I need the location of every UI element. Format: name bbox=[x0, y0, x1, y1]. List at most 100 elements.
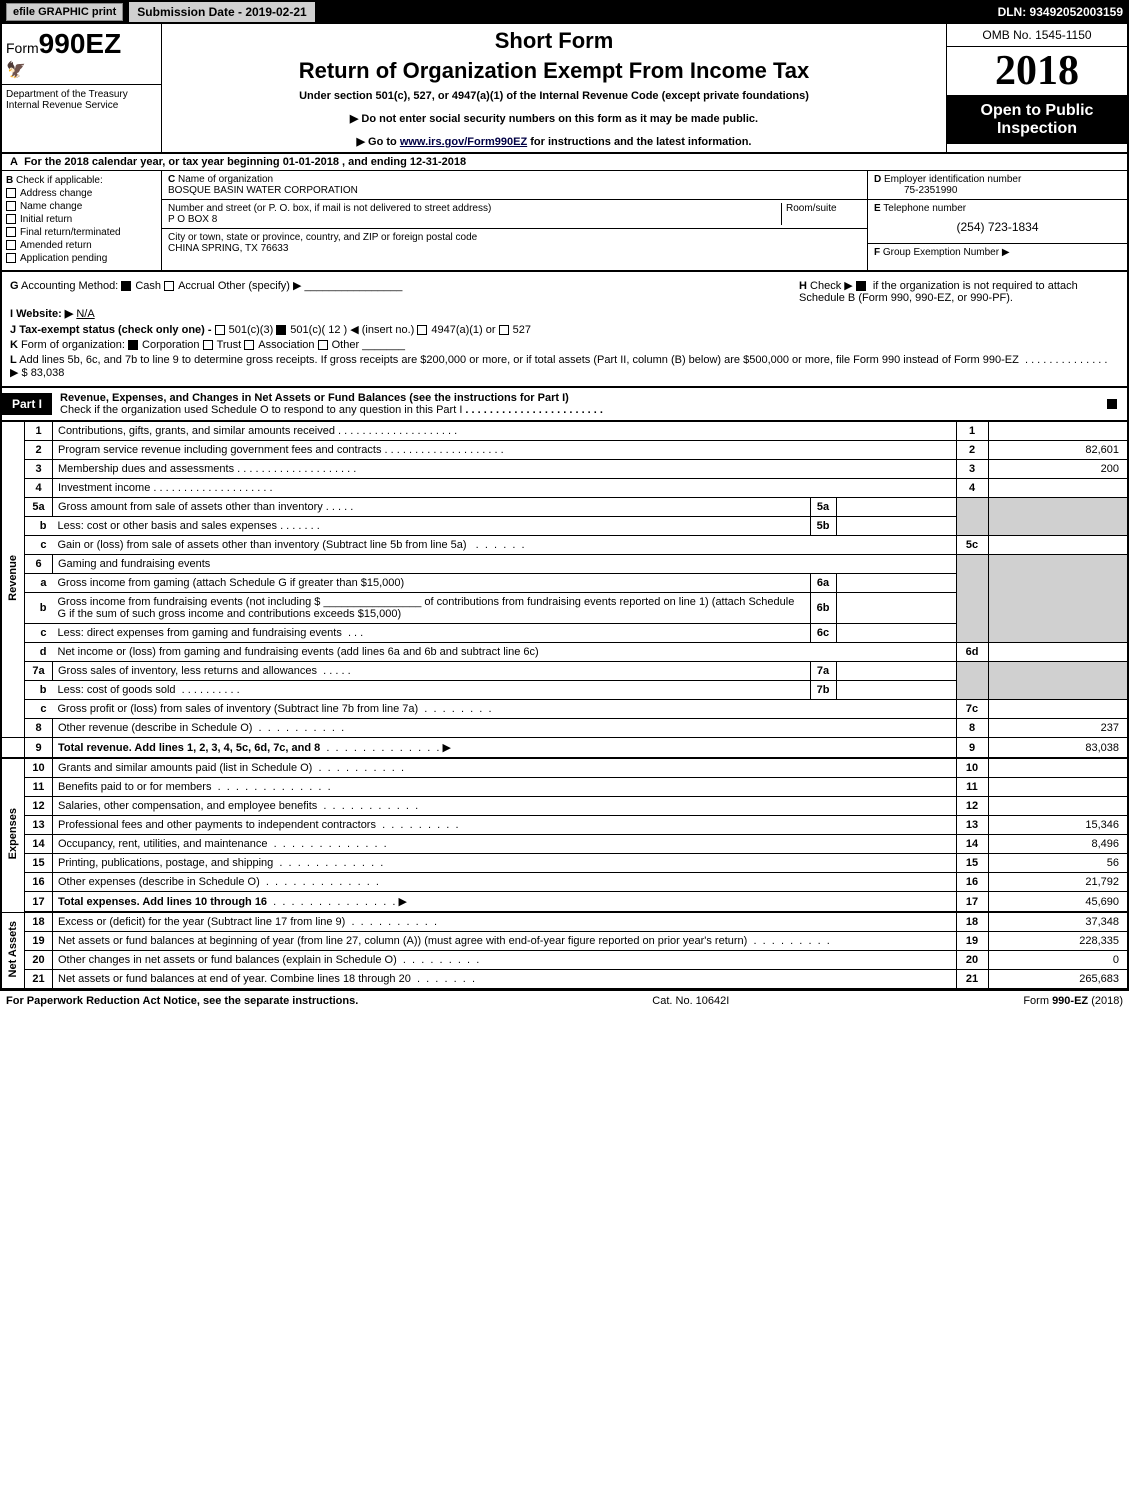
val-19: 228,335 bbox=[988, 932, 1128, 951]
val-8: 237 bbox=[988, 719, 1128, 738]
ln-7a: 7a bbox=[25, 662, 53, 681]
chk-schedule-o-part1[interactable] bbox=[1107, 399, 1117, 409]
tel-label: Telephone number bbox=[883, 203, 966, 214]
rn-20: 20 bbox=[956, 951, 988, 970]
chk-cash[interactable] bbox=[121, 281, 131, 291]
j-527: 527 bbox=[513, 324, 531, 336]
h-check-label: Check ▶ bbox=[810, 280, 853, 292]
sn-6a: 6a bbox=[810, 574, 836, 593]
side-revenue: Revenue bbox=[7, 551, 19, 605]
ln-13: 13 bbox=[25, 816, 53, 835]
chk-final[interactable] bbox=[6, 227, 16, 237]
rn-2: 2 bbox=[956, 441, 988, 460]
chk-other-org[interactable] bbox=[318, 340, 328, 350]
chk-label-initial: Initial return bbox=[20, 214, 72, 225]
label-d: D bbox=[874, 174, 881, 185]
page-footer: For Paperwork Reduction Act Notice, see … bbox=[0, 990, 1129, 1011]
efile-print-button[interactable]: efile GRAPHIC print bbox=[6, 3, 123, 21]
val-17: 45,690 bbox=[988, 892, 1128, 913]
note-instructions: ▶ Go to www.irs.gov/Form990EZ for instru… bbox=[170, 135, 938, 148]
cash-label: Cash bbox=[135, 280, 161, 292]
label-b: B bbox=[6, 175, 13, 186]
sn-6b: 6b bbox=[810, 593, 836, 624]
chk-label-amended: Amended return bbox=[20, 240, 92, 251]
k-other: Other bbox=[332, 339, 360, 351]
val-20: 0 bbox=[988, 951, 1128, 970]
desc-19: Net assets or fund balances at beginning… bbox=[58, 935, 747, 947]
desc-9: Total revenue. Add lines 1, 2, 3, 4, 5c,… bbox=[58, 742, 320, 754]
desc-13: Professional fees and other payments to … bbox=[58, 819, 376, 831]
dept-line1: Department of the Treasury bbox=[6, 89, 157, 100]
rn-4: 4 bbox=[956, 479, 988, 498]
chk-label-pending: Application pending bbox=[20, 253, 107, 264]
rn-9: 9 bbox=[956, 738, 988, 759]
desc-10: Grants and similar amounts paid (list in… bbox=[58, 762, 312, 774]
val-3: 200 bbox=[988, 460, 1128, 479]
desc-7a: Gross sales of inventory, less returns a… bbox=[58, 665, 317, 677]
rn-7c: 7c bbox=[956, 700, 988, 719]
chk-schedule-b[interactable] bbox=[856, 281, 866, 291]
sv-7a bbox=[836, 662, 956, 681]
chk-amended[interactable] bbox=[6, 240, 16, 250]
chk-trust[interactable] bbox=[203, 340, 213, 350]
desc-16: Other expenses (describe in Schedule O) bbox=[58, 876, 260, 888]
val-18: 37,348 bbox=[988, 912, 1128, 932]
ln-11: 11 bbox=[25, 778, 53, 797]
desc-20: Other changes in net assets or fund bala… bbox=[58, 954, 397, 966]
sn-5b: 5b bbox=[810, 517, 836, 536]
form-prefix: Form bbox=[6, 40, 39, 56]
desc-17: Total expenses. Add lines 10 through 16 bbox=[58, 896, 267, 908]
sv-7b bbox=[836, 681, 956, 700]
rn-16: 16 bbox=[956, 873, 988, 892]
ln-10: 10 bbox=[25, 758, 53, 778]
street-value: P O BOX 8 bbox=[168, 214, 781, 225]
chk-pending[interactable] bbox=[6, 253, 16, 263]
label-g: G bbox=[10, 280, 19, 292]
group-arrow: ▶ bbox=[1002, 247, 1010, 258]
val-7c bbox=[988, 700, 1128, 719]
status-section: G Accounting Method: Cash Accrual Other … bbox=[0, 272, 1129, 388]
chk-527[interactable] bbox=[499, 325, 509, 335]
j-4947: 4947(a)(1) or bbox=[431, 324, 495, 336]
desc-1: Contributions, gifts, grants, and simila… bbox=[58, 425, 335, 437]
val-9: 83,038 bbox=[988, 738, 1128, 759]
entity-info: B Check if applicable: Address change Na… bbox=[0, 171, 1129, 272]
ln-6c: c bbox=[25, 624, 53, 643]
chk-name-change[interactable] bbox=[6, 201, 16, 211]
chk-corp[interactable] bbox=[128, 340, 138, 350]
short-form-label: Short Form bbox=[170, 28, 938, 54]
chk-assoc[interactable] bbox=[244, 340, 254, 350]
chk-4947[interactable] bbox=[417, 325, 427, 335]
note-public: ▶ Do not enter social security numbers o… bbox=[170, 112, 938, 125]
l-amount: ▶ $ 83,038 bbox=[10, 367, 64, 379]
room-label: Room/suite bbox=[786, 203, 861, 214]
chk-initial[interactable] bbox=[6, 214, 16, 224]
ln-4: 4 bbox=[25, 479, 53, 498]
form-subtitle: Under section 501(c), 527, or 4947(a)(1)… bbox=[170, 90, 938, 102]
chk-501c3[interactable] bbox=[215, 325, 225, 335]
city-value: CHINA SPRING, TX 76633 bbox=[168, 243, 861, 254]
label-e: E bbox=[874, 203, 881, 214]
rn-13: 13 bbox=[956, 816, 988, 835]
val-5c bbox=[988, 536, 1128, 555]
rn-14: 14 bbox=[956, 835, 988, 854]
ln-17: 17 bbox=[25, 892, 53, 913]
chk-501c[interactable] bbox=[276, 325, 286, 335]
street-label: Number and street (or P. O. box, if mail… bbox=[168, 203, 781, 214]
ln-15: 15 bbox=[25, 854, 53, 873]
acct-method-label: Accounting Method: bbox=[21, 280, 118, 292]
rn-12: 12 bbox=[956, 797, 988, 816]
desc-21: Net assets or fund balances at end of ye… bbox=[58, 973, 411, 985]
ln-6b: b bbox=[25, 593, 53, 624]
val-16: 21,792 bbox=[988, 873, 1128, 892]
val-4 bbox=[988, 479, 1128, 498]
val-14: 8,496 bbox=[988, 835, 1128, 854]
instructions-link[interactable]: www.irs.gov/Form990EZ bbox=[400, 136, 527, 148]
group-label: Group Exemption Number bbox=[883, 247, 999, 258]
form-number-box: Form990EZ 🦅 bbox=[2, 24, 161, 85]
chk-accrual[interactable] bbox=[164, 281, 174, 291]
rn-15: 15 bbox=[956, 854, 988, 873]
chk-address-change[interactable] bbox=[6, 188, 16, 198]
website-value: N/A bbox=[76, 308, 94, 320]
label-i: I Website: ▶ bbox=[10, 308, 73, 320]
